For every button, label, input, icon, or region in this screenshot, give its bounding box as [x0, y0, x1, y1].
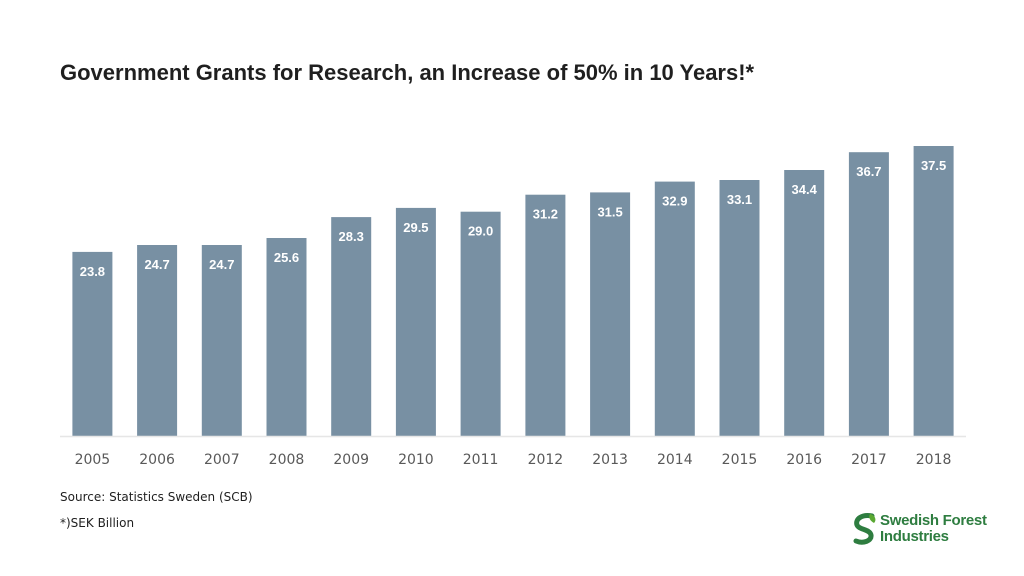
bar-2012 — [525, 194, 566, 436]
chart-title: Government Grants for Research, an Incre… — [60, 60, 755, 85]
logo-text-line1: Swedish Forest — [880, 512, 987, 529]
x-tick-label-2013: 2013 — [592, 452, 628, 468]
bar-2017 — [848, 152, 889, 436]
bar-2008 — [266, 238, 307, 436]
source-note: Source: Statistics Sweden (SCB) — [60, 490, 253, 504]
logo-text-line2: Industries — [880, 528, 949, 545]
bar-2014 — [654, 181, 695, 436]
data-label-2012: 31.2 — [533, 207, 558, 222]
data-label-2005: 23.8 — [80, 264, 105, 279]
bar-2006 — [137, 245, 178, 436]
x-tick-label-2008: 2008 — [269, 452, 305, 468]
data-label-2010: 29.5 — [403, 220, 428, 235]
data-label-2014: 32.9 — [662, 194, 687, 209]
data-label-2009: 28.3 — [339, 229, 364, 244]
x-tick-label-2011: 2011 — [463, 452, 499, 468]
bar-2013 — [590, 192, 631, 436]
bar-2018 — [913, 146, 954, 436]
x-tick-label-2005: 2005 — [75, 452, 111, 468]
x-tick-label-2014: 2014 — [657, 452, 693, 468]
x-tick-label-2015: 2015 — [722, 452, 758, 468]
swedish-forest-industries-logo: Swedish Forest Industries — [852, 510, 992, 550]
data-label-2018: 37.5 — [921, 158, 946, 173]
data-label-2008: 25.6 — [274, 250, 299, 265]
x-axis-ticks: 2005 2006 2007 2008 2009 2010 2011 2012 2013 2014… — [75, 452, 952, 468]
data-label-2007: 24.7 — [209, 257, 234, 272]
data-label-2011: 29.0 — [468, 224, 493, 239]
bar-2007 — [201, 245, 242, 436]
x-tick-label-2018: 2018 — [916, 452, 952, 468]
data-label-2016: 34.4 — [792, 182, 818, 197]
leaf-s-icon — [853, 513, 876, 545]
x-tick-label-2016: 2016 — [786, 452, 822, 468]
bar-2010 — [395, 207, 436, 436]
data-label-2013: 31.5 — [597, 204, 622, 219]
x-tick-label-2012: 2012 — [528, 452, 564, 468]
bar-2015 — [719, 180, 760, 436]
x-tick-label-2017: 2017 — [851, 452, 887, 468]
bars-group: 23.8 24.7 24.7 25.6 28.3 29.5 29.0 31.2 31.5 32.9… — [72, 146, 954, 436]
x-tick-label-2009: 2009 — [333, 452, 369, 468]
bar-2011 — [460, 211, 501, 436]
bar-2005 — [72, 251, 113, 436]
data-label-2015: 33.1 — [727, 192, 752, 207]
data-label-2006: 24.7 — [144, 257, 169, 272]
bar-2016 — [784, 170, 825, 436]
x-tick-label-2007: 2007 — [204, 452, 240, 468]
x-tick-label-2006: 2006 — [139, 452, 175, 468]
bar-2009 — [331, 217, 372, 436]
x-tick-label-2010: 2010 — [398, 452, 434, 468]
unit-note: *)SEK Billion — [60, 516, 135, 530]
data-label-2017: 36.7 — [856, 164, 881, 179]
